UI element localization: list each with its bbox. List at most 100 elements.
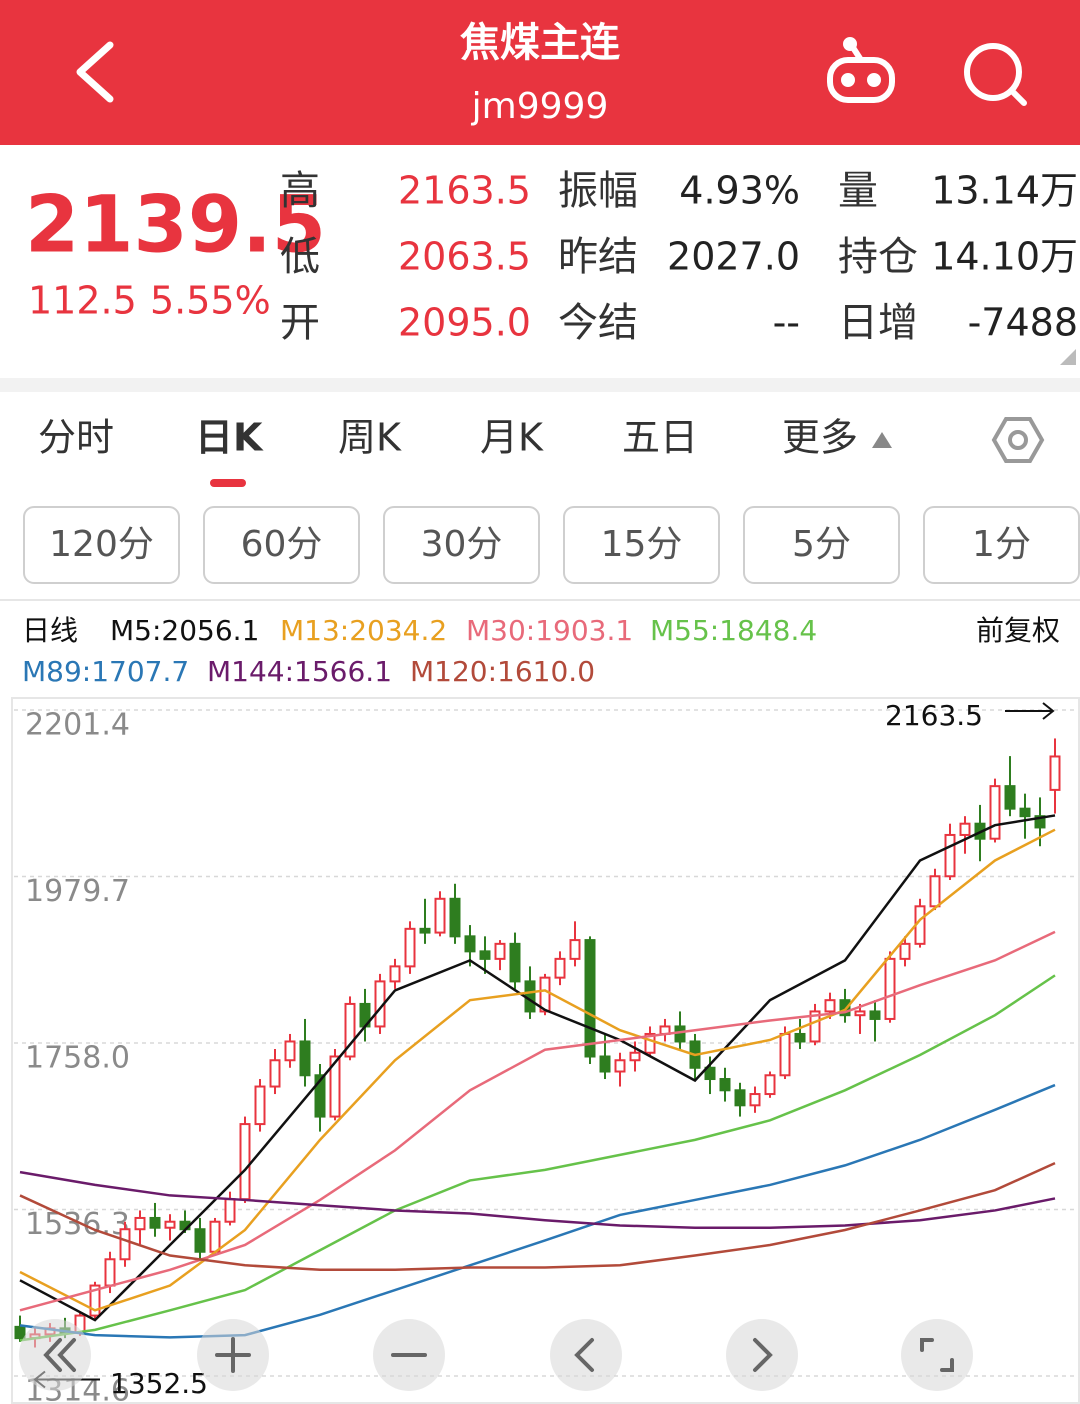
candle-body xyxy=(719,1078,731,1092)
candle-body xyxy=(509,942,521,983)
candle-body xyxy=(269,1059,281,1088)
candle-body xyxy=(809,1010,821,1043)
tab[interactable]: 月K xyxy=(480,416,544,460)
quote-label: 今结 xyxy=(558,300,638,346)
ma-line xyxy=(19,974,1056,1342)
interval-label: 30分 xyxy=(421,524,503,565)
quote-label: 低 xyxy=(280,234,320,280)
candle-body xyxy=(194,1228,206,1253)
candle-body xyxy=(14,1325,26,1340)
code: jm9999 xyxy=(471,86,609,127)
candle-body xyxy=(764,1074,776,1096)
low-marker: 1352.5 xyxy=(110,1367,208,1400)
candle-body xyxy=(779,1032,791,1077)
control-button[interactable] xyxy=(19,1319,91,1391)
tab[interactable]: 周K xyxy=(338,416,402,460)
quote-value: 2163.5 xyxy=(398,169,531,213)
candle-body xyxy=(854,1010,866,1017)
candle-body xyxy=(209,1220,221,1253)
candle-body xyxy=(449,897,461,938)
ma-line xyxy=(19,814,1056,1322)
interval-button[interactable] xyxy=(743,506,900,584)
change-pct: 5.55% xyxy=(150,279,271,323)
quote-value: 13.14万 xyxy=(931,169,1078,213)
interval-button[interactable] xyxy=(563,506,720,584)
candle-body xyxy=(224,1198,236,1223)
candle-body xyxy=(704,1066,716,1081)
tab[interactable]: 分时 xyxy=(38,416,114,460)
tab[interactable]: 五日 xyxy=(622,416,698,460)
candle-body xyxy=(254,1085,266,1126)
candle-body xyxy=(1034,815,1046,829)
quote-label: 振幅 xyxy=(558,168,638,214)
y-tick-label: 1758.0 xyxy=(25,1040,130,1075)
interval-button[interactable] xyxy=(203,506,360,584)
quote-label: 持仓 xyxy=(838,234,918,280)
title: 焦煤主连 xyxy=(460,20,621,66)
candle-body xyxy=(344,1002,356,1058)
candle-body xyxy=(89,1284,101,1317)
candle-body xyxy=(389,965,401,983)
candle-body xyxy=(614,1059,626,1073)
ma-line xyxy=(19,828,1056,1312)
candle-body xyxy=(824,999,836,1013)
candle-body xyxy=(869,1010,881,1020)
quote-label: 日增 xyxy=(838,300,918,346)
candle-body xyxy=(329,1055,341,1118)
legend-entry: M30:1903.1 xyxy=(466,614,633,647)
candle-body xyxy=(989,785,1001,840)
candle-body xyxy=(584,939,596,1058)
candle-body xyxy=(629,1051,641,1062)
candle-body xyxy=(1004,785,1016,810)
tab-active[interactable]: 日K xyxy=(195,416,264,460)
interval-button[interactable] xyxy=(383,506,540,584)
settings-icon[interactable] xyxy=(991,417,1045,463)
legend-entry: M120:1610.0 xyxy=(410,655,595,688)
back-button[interactable] xyxy=(76,41,114,103)
candle-body xyxy=(749,1093,761,1107)
ma-line xyxy=(19,1170,1056,1229)
tab[interactable]: 更多 xyxy=(782,416,858,460)
candle-body xyxy=(569,939,581,960)
search-icon[interactable] xyxy=(964,43,1027,106)
interval-button[interactable] xyxy=(23,506,180,584)
quote-label: 开 xyxy=(280,300,320,346)
ma-line xyxy=(19,1083,1056,1339)
control-button[interactable] xyxy=(726,1319,798,1391)
interval-label: 5分 xyxy=(792,524,851,565)
high-arrow xyxy=(1005,702,1055,720)
candle-body xyxy=(674,1025,686,1043)
quote-value: 2063.5 xyxy=(398,235,531,279)
control-button[interactable] xyxy=(901,1319,973,1391)
robot-icon[interactable] xyxy=(827,37,895,103)
candle-body xyxy=(644,1032,656,1054)
candle-body xyxy=(899,942,911,960)
candle-body xyxy=(464,935,476,953)
y-tick-label: 1979.7 xyxy=(25,874,130,909)
adjust-label[interactable]: 前复权 xyxy=(976,614,1060,647)
candle-body xyxy=(284,1040,296,1062)
candle-body xyxy=(524,980,536,1013)
candle-body xyxy=(734,1089,746,1107)
interval-label: 120分 xyxy=(49,524,154,565)
control-icon xyxy=(920,1338,954,1372)
legend-entry: M144:1566.1 xyxy=(207,655,392,688)
candle-body xyxy=(239,1123,251,1201)
control-button[interactable] xyxy=(550,1319,622,1391)
divider xyxy=(0,378,1080,392)
chart: 2201.41979.71758.01536.31314.62163.51352… xyxy=(14,699,1078,1404)
legend-entry: M89:1707.7 xyxy=(22,655,189,688)
control-icon xyxy=(215,1337,251,1373)
ma-line xyxy=(19,1161,1056,1272)
price: 2139.5 xyxy=(25,180,326,270)
candle-body xyxy=(419,927,431,934)
candle-body xyxy=(104,1258,116,1287)
candle-body xyxy=(944,833,956,878)
interval-button[interactable] xyxy=(923,506,1080,584)
candle-body xyxy=(959,822,971,836)
candle-body xyxy=(539,976,551,1013)
control-icon xyxy=(43,1338,76,1372)
candle-body xyxy=(1019,807,1031,818)
